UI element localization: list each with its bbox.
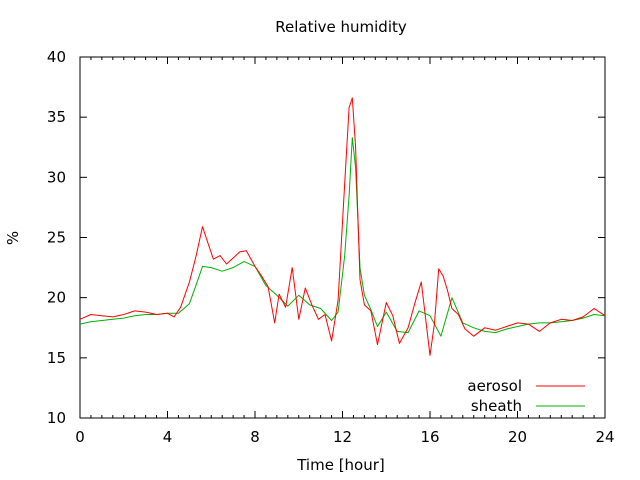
y-tick-label: 30 [47, 168, 66, 186]
x-tick-label: 24 [595, 428, 614, 446]
x-axis-label: Time [hour] [296, 456, 385, 474]
x-tick-label: 8 [250, 428, 260, 446]
chart-title: Relative humidity [275, 18, 407, 36]
series-layer [79, 97, 606, 356]
series-line-aerosol [79, 97, 606, 356]
y-axis-label: % [4, 231, 22, 245]
series-line-sheath [79, 137, 606, 337]
y-tick-label: 25 [47, 229, 66, 247]
x-tick-label: 16 [420, 428, 439, 446]
y-tick-label: 10 [47, 409, 66, 427]
x-tick-label: 0 [75, 428, 85, 446]
y-tick-label: 35 [47, 108, 66, 126]
legend-label-aerosol: aerosol [467, 377, 522, 395]
y-tick-label: 20 [47, 289, 66, 307]
plot-frame [79, 56, 606, 419]
y-tick-label: 15 [47, 349, 66, 367]
x-tick-label: 12 [333, 428, 352, 446]
x-tick-label: 20 [508, 428, 527, 446]
legend: aerosol sheath [467, 377, 585, 415]
legend-label-sheath: sheath [471, 397, 522, 415]
y-tick-label: 40 [47, 48, 66, 66]
x-tick-label: 4 [163, 428, 173, 446]
axis-ticks: 0 4 8 12 16 20 24 10 15 20 25 30 35 40 [47, 48, 615, 446]
